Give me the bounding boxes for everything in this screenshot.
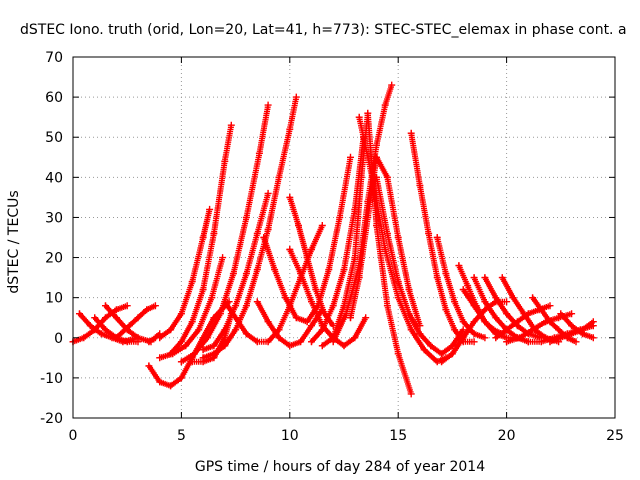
x-tick-label: 20: [498, 428, 516, 444]
series-track: [200, 96, 299, 361]
series-track: [557, 310, 595, 341]
y-axis-label: dSTEC / TECUs: [6, 190, 22, 293]
y-tick-label: -20: [40, 411, 63, 427]
x-tick-label: 15: [389, 428, 407, 444]
x-tick-label: 25: [606, 428, 624, 444]
x-tick-label: 0: [69, 428, 78, 444]
series-17: [260, 153, 354, 326]
chart-title: dSTEC Iono. truth (orid, Lon=20, Lat=41,…: [20, 22, 627, 38]
series-27: [433, 234, 489, 342]
series-33: [498, 274, 563, 346]
series-26: [407, 129, 478, 346]
series-11: [177, 101, 272, 366]
series-track: [254, 298, 325, 349]
x-axis-label: GPS time / hours of day 284 of year 2014: [195, 459, 485, 475]
series-track: [373, 174, 465, 357]
series-track: [167, 124, 234, 357]
x-tick-label: 5: [177, 428, 186, 444]
series-track: [260, 156, 354, 325]
series-track: [145, 332, 162, 345]
y-tick-label: 70: [45, 50, 63, 66]
series-track: [347, 154, 423, 327]
series-14: [199, 189, 272, 354]
y-tick-label: -10: [40, 371, 63, 387]
series-32: [481, 274, 545, 342]
y-tick-label: 20: [45, 251, 63, 267]
series-track: [178, 104, 271, 365]
series-5: [112, 302, 159, 342]
grid-lines: [73, 57, 615, 418]
series-track: [481, 274, 543, 341]
series-track: [408, 130, 475, 345]
y-tick-label: 10: [45, 291, 63, 307]
axis-ticks: 0 5 10 15 20 25 -20 -10 0 10 20 30 40 50 60 70: [40, 50, 624, 444]
data-points: [69, 81, 597, 398]
series-track: [356, 114, 448, 365]
series-track: [434, 234, 487, 341]
y-tick-label: 50: [45, 130, 63, 146]
series-track: [156, 208, 213, 341]
series-track: [113, 303, 157, 341]
x-tick-label: 10: [281, 428, 299, 444]
data-point: [589, 318, 597, 326]
y-tick-label: 30: [45, 210, 63, 226]
series-track: [286, 194, 335, 327]
y-tick-label: 0: [54, 331, 63, 347]
series-22: [347, 153, 424, 330]
y-tick-label: 60: [45, 90, 63, 106]
series-track: [200, 192, 271, 353]
series-18: [286, 193, 337, 330]
series-13: [199, 93, 300, 362]
plot-frame: [72, 56, 616, 419]
series-39: [557, 310, 597, 342]
y-tick-label: 40: [45, 170, 63, 186]
series-10: [167, 121, 235, 358]
series-25: [373, 173, 467, 358]
series-8: [156, 205, 214, 342]
